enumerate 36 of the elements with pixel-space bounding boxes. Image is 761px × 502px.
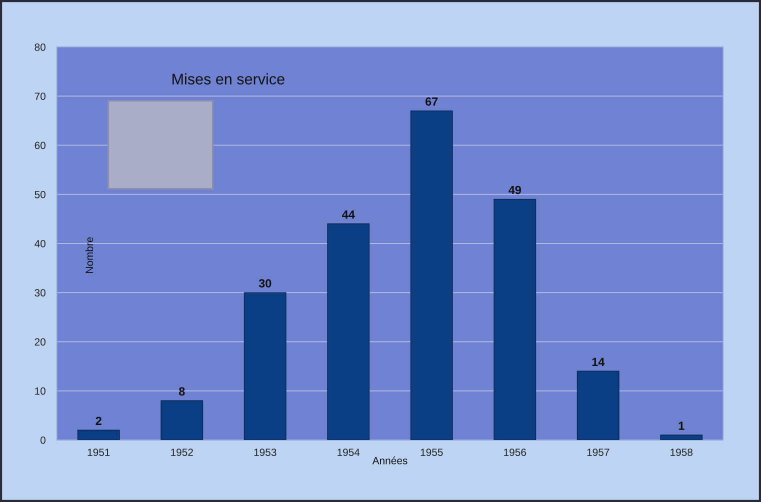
data-label: 67: [425, 97, 438, 106]
bar: [160, 400, 204, 440]
bar: [244, 292, 286, 440]
y-tick-label: 20: [34, 338, 46, 346]
y-tick-label: 10: [35, 387, 46, 395]
data-label: 2: [96, 416, 102, 425]
y-tick-label: 40: [34, 240, 46, 248]
data-label: 44: [342, 210, 355, 219]
y-tick-label: 30: [34, 289, 46, 296]
text: Mises en service: [172, 73, 284, 85]
data-label: 14: [592, 358, 605, 366]
y-axis-title: Nombre: [85, 237, 94, 273]
data-label: 49: [508, 186, 522, 194]
y-tick-label: 80: [34, 44, 46, 51]
x-tick-label: 1951: [88, 448, 110, 456]
data-label: 30: [258, 279, 272, 288]
x-tick-label: 1956: [504, 448, 526, 456]
bar: [494, 198, 536, 440]
data-label: 8: [178, 387, 185, 396]
bar: [327, 223, 370, 440]
data-label: 1: [678, 422, 684, 430]
x-tick-label: 1954: [338, 448, 360, 456]
y-tick-label: 60: [34, 142, 46, 150]
y-tick-label: 70: [34, 92, 46, 100]
y-tick-label: 50: [34, 190, 46, 198]
bar: [660, 434, 703, 440]
y-tick-label: 0: [40, 436, 46, 444]
bar: [410, 110, 453, 440]
x-tick-label: 1955: [420, 448, 443, 456]
bar: [77, 430, 120, 440]
x-axis-title: Années: [372, 456, 408, 464]
x-tick-label: 1957: [587, 448, 610, 456]
x-tick-label: 1952: [171, 448, 193, 456]
x-tick-label: 1958: [670, 448, 693, 456]
bar: [576, 370, 620, 440]
x-tick-label: 1953: [254, 448, 276, 456]
